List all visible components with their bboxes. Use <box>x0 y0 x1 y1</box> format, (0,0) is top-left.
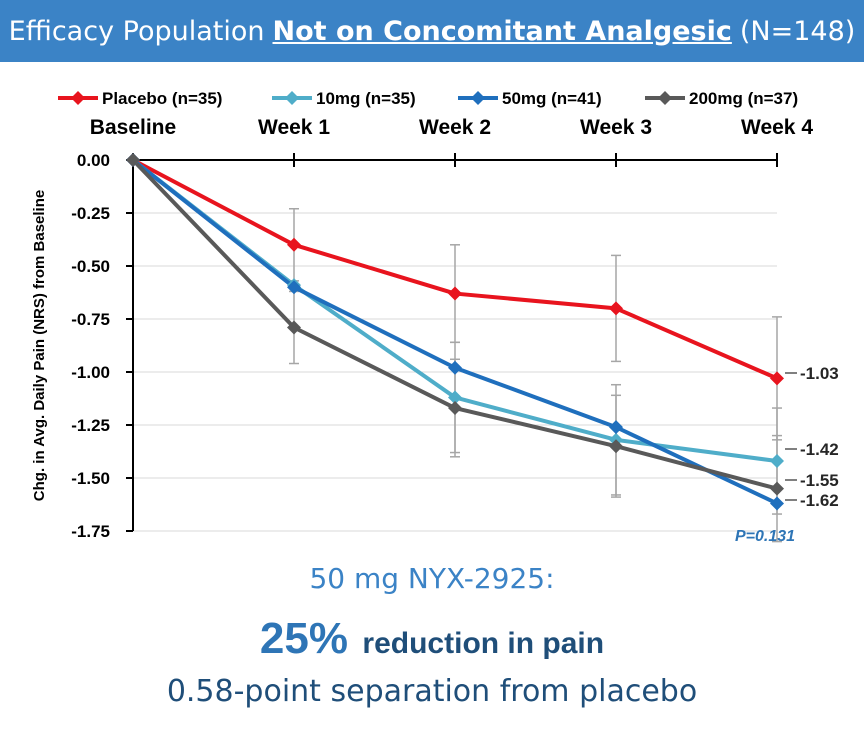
data-point-50mg <box>287 280 301 295</box>
end-label: -1.55 <box>800 471 839 490</box>
y-tick-label: -1.25 <box>71 416 110 435</box>
x-tick-label: Week 4 <box>741 116 813 139</box>
legend-swatch-marker <box>658 91 672 105</box>
data-point-placebo <box>770 371 784 386</box>
y-tick-label: -0.25 <box>71 204 110 223</box>
data-point-50mg <box>448 360 462 375</box>
summary-reduction-text: reduction in pain <box>362 627 605 660</box>
y-tick-label: -1.75 <box>71 522 110 541</box>
title-suffix: (N=148) <box>739 15 856 47</box>
y-tick-label: 0.00 <box>77 151 110 170</box>
data-point-placebo <box>448 286 462 301</box>
title-prefix: Efficacy Population <box>8 15 265 47</box>
data-point-200mg <box>609 439 623 454</box>
data-point-200mg <box>448 401 462 416</box>
data-point-200mg <box>126 153 140 167</box>
data-point-200mg <box>770 481 784 496</box>
data-point-50mg <box>609 420 623 435</box>
x-tick-label: Baseline <box>90 116 176 139</box>
legend-swatch-marker <box>71 91 85 105</box>
data-point-50mg <box>770 496 784 511</box>
line-chart: 0.00 -0.25 -0.50 -0.75 -1.00 -1.25 -1.50 -1.75 B… <box>31 89 839 545</box>
data-point-10mg <box>770 454 784 469</box>
summary-drug-label: 50 mg NYX-2925: <box>309 562 555 595</box>
end-label: -1.42 <box>800 440 839 459</box>
y-tick-label: -0.75 <box>71 310 110 329</box>
y-tick-label: -1.50 <box>71 469 110 488</box>
x-tick-label: Week 1 <box>258 116 330 139</box>
x-tick-label: Week 3 <box>580 116 652 139</box>
legend-entry: 200mg (n=37) <box>689 89 798 108</box>
data-point-placebo <box>609 301 623 316</box>
title-highlight: Not on Concomitant Analgesic <box>272 15 732 47</box>
data-point-10mg <box>448 390 462 405</box>
legend-swatch-marker <box>471 91 485 105</box>
legend-swatch-marker <box>285 91 299 105</box>
data-point-placebo <box>287 237 301 252</box>
p-value-annotation: P=0.131 <box>735 528 795 545</box>
summary-separation: 0.58-point separation from placebo <box>166 674 698 709</box>
summary-reduction: 25% reduction in pain <box>0 614 864 664</box>
end-label: -1.62 <box>800 491 839 510</box>
y-tick-label: -0.50 <box>71 257 110 276</box>
title-banner: Efficacy Population Not on Concomitant A… <box>0 0 864 62</box>
summary-percent: 25% <box>259 614 348 663</box>
y-tick-label: -1.00 <box>71 363 110 382</box>
end-label: -1.03 <box>800 364 839 383</box>
data-point-200mg <box>287 320 301 335</box>
legend-entry: Placebo (n=35) <box>102 89 222 108</box>
legend-entry: 10mg (n=35) <box>316 89 416 108</box>
y-axis-label: Chg. in Avg. Daily Pain (NRS) from Basel… <box>31 190 48 501</box>
x-tick-label: Week 2 <box>419 116 491 139</box>
legend-entry: 50mg (n=41) <box>502 89 602 108</box>
